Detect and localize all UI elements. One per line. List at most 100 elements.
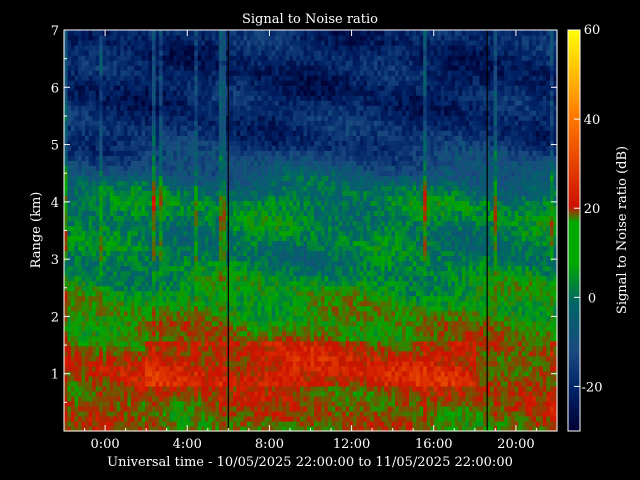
- heatmap-cell: [282, 285, 287, 292]
- heatmap-cell: [229, 375, 234, 382]
- heatmap-cell: [261, 421, 266, 427]
- heatmap-cell: [169, 285, 174, 292]
- heatmap-cell: [208, 335, 213, 342]
- heatmap-cell: [180, 245, 185, 252]
- heatmap-cell: [145, 165, 150, 171]
- heatmap-cell: [64, 120, 69, 126]
- heatmap-cell: [271, 115, 276, 121]
- heatmap-cell: [137, 165, 142, 171]
- heatmap-cell: [67, 95, 72, 101]
- heatmap-cell: [257, 285, 262, 292]
- heatmap-cell: [187, 426, 192, 432]
- heatmap-cell: [106, 260, 111, 267]
- heatmap-cell: [155, 330, 160, 337]
- heatmap-cell: [197, 235, 202, 242]
- heatmap-cell: [95, 405, 100, 412]
- heatmap-cell: [264, 240, 269, 247]
- heatmap-cell: [92, 320, 97, 327]
- heatmap-cell: [204, 230, 209, 237]
- heatmap-cell: [109, 345, 114, 352]
- heatmap-cell: [261, 355, 266, 362]
- heatmap-cell: [208, 295, 213, 302]
- heatmap-cell: [116, 335, 121, 342]
- heatmap-cell: [236, 280, 241, 287]
- heatmap-cell: [148, 230, 153, 237]
- heatmap-cell: [187, 165, 192, 171]
- heatmap-cell: [215, 380, 220, 387]
- heatmap-cell: [148, 90, 153, 96]
- heatmap-cell: [271, 90, 276, 96]
- heatmap-cell: [197, 205, 202, 211]
- heatmap-cell: [145, 405, 150, 412]
- heatmap-cell: [275, 90, 280, 96]
- heatmap-cell: [109, 335, 114, 342]
- heatmap-cell: [211, 155, 216, 161]
- heatmap-cell: [152, 80, 157, 86]
- heatmap-cell: [211, 190, 216, 196]
- heatmap-cell: [236, 410, 241, 417]
- heatmap-cell: [264, 35, 269, 41]
- heatmap-cell: [92, 280, 97, 287]
- heatmap-cell: [67, 426, 72, 432]
- heatmap-cell: [268, 125, 273, 131]
- heatmap-cell: [116, 80, 121, 86]
- heatmap-cell: [261, 125, 266, 131]
- heatmap-cell: [81, 335, 86, 342]
- heatmap-cell: [106, 426, 111, 432]
- heatmap-cell: [102, 405, 107, 412]
- heatmap-cell: [222, 245, 227, 252]
- heatmap-cell: [243, 315, 248, 322]
- heatmap-cell: [106, 140, 111, 146]
- heatmap-cell: [275, 175, 280, 181]
- heatmap-cell: [197, 275, 202, 282]
- heatmap-cell: [254, 300, 259, 307]
- heatmap-cell: [204, 125, 209, 131]
- heatmap-cell: [222, 115, 227, 121]
- heatmap-cell: [271, 416, 276, 422]
- heatmap-cell: [67, 421, 72, 427]
- heatmap-cell: [247, 235, 252, 242]
- heatmap-cell: [155, 405, 160, 412]
- heatmap-cell: [201, 400, 206, 407]
- heatmap-cell: [197, 375, 202, 382]
- heatmap-cell: [92, 105, 97, 111]
- heatmap-cell: [102, 416, 107, 422]
- heatmap-cell: [85, 45, 90, 51]
- heatmap-cell: [78, 385, 83, 392]
- heatmap-cell: [162, 145, 167, 151]
- heatmap-cell: [197, 30, 202, 36]
- heatmap-cell: [88, 240, 93, 247]
- heatmap-cell: [152, 360, 157, 367]
- heatmap-cell: [204, 245, 209, 252]
- heatmap-cell: [109, 416, 114, 422]
- heatmap-cell: [250, 285, 255, 292]
- heatmap-cell: [204, 350, 209, 357]
- heatmap-cell: [88, 265, 93, 272]
- heatmap-cell: [261, 205, 266, 211]
- heatmap-cell: [180, 345, 185, 352]
- heatmap-cell: [282, 416, 287, 422]
- heatmap-cell: [261, 170, 266, 176]
- heatmap-cell: [233, 175, 238, 181]
- heatmap-cell: [95, 345, 100, 352]
- heatmap-cell: [278, 365, 283, 372]
- heatmap-cell: [176, 335, 181, 342]
- heatmap-cell: [204, 80, 209, 86]
- heatmap-cell: [278, 190, 283, 196]
- heatmap-cell: [268, 285, 273, 292]
- heatmap-cell: [240, 385, 245, 392]
- heatmap-cell: [113, 290, 118, 297]
- heatmap-cell: [141, 200, 146, 206]
- heatmap-cell: [166, 235, 171, 242]
- heatmap-cell: [81, 260, 86, 267]
- heatmap-cell: [197, 210, 202, 216]
- heatmap-cell: [113, 300, 118, 307]
- heatmap-cell: [113, 215, 118, 222]
- heatmap-cell: [64, 265, 69, 272]
- heatmap-cell: [64, 115, 69, 121]
- heatmap-cell: [183, 150, 188, 156]
- heatmap-cell: [222, 215, 227, 222]
- heatmap-cell: [92, 140, 97, 146]
- heatmap-cell: [64, 165, 69, 171]
- heatmap-cell: [127, 95, 132, 101]
